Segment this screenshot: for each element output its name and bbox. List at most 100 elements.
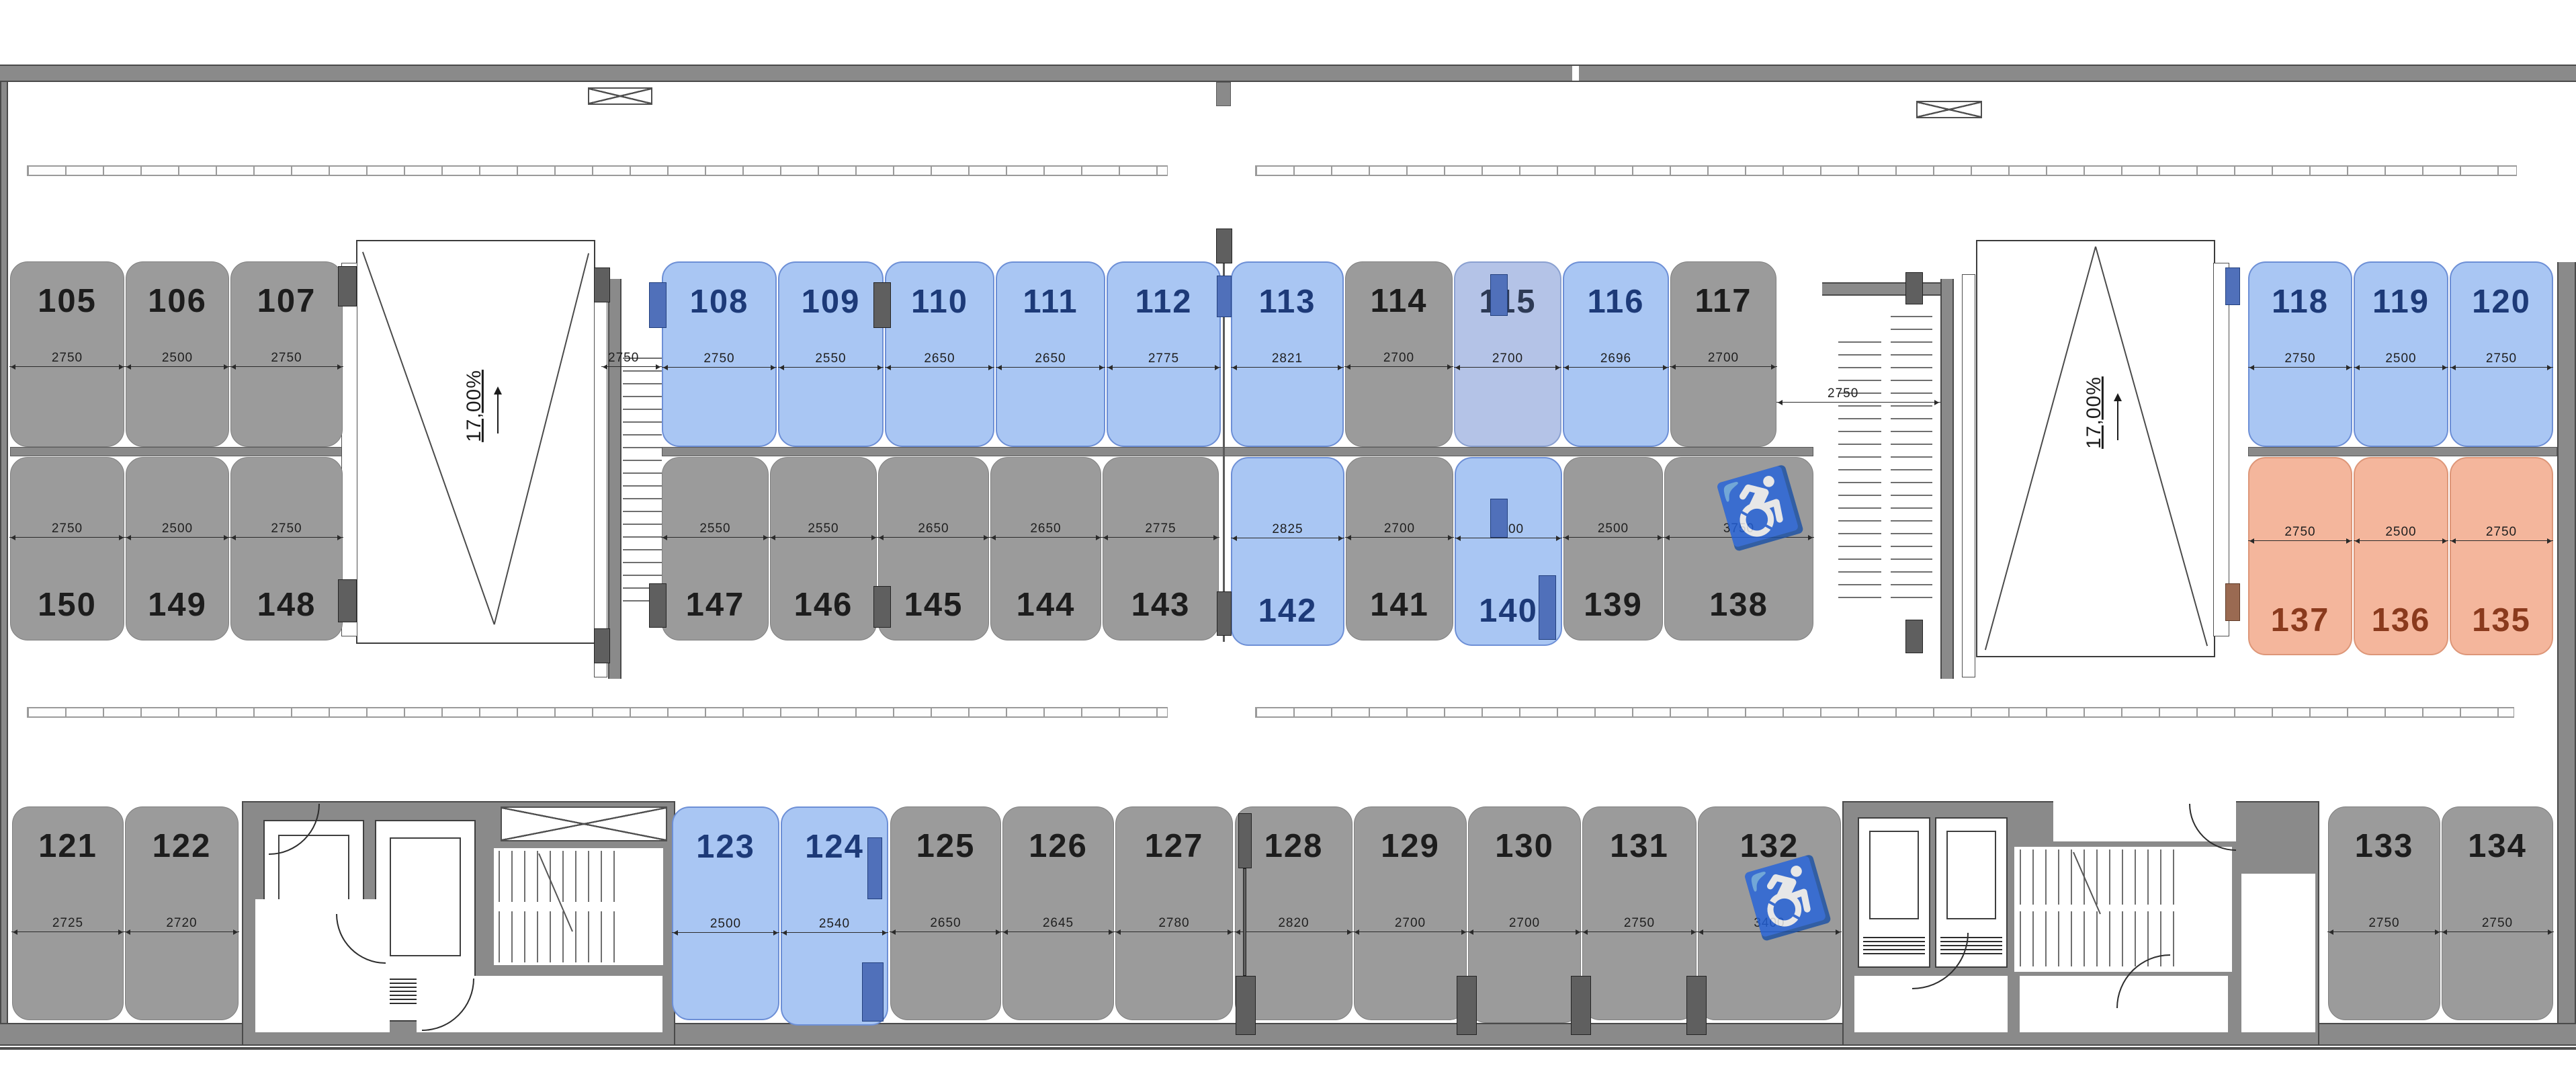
- guardrail-bottom-left: [27, 707, 1168, 718]
- dim-label: 2650: [918, 522, 949, 536]
- space-number: 137: [2270, 602, 2330, 638]
- dim-label: 2650: [930, 916, 961, 930]
- parking-space-122[interactable]: 122 2720: [124, 806, 239, 1020]
- parking-space-134[interactable]: 134 2750: [2441, 806, 2554, 1020]
- space-number: 122: [152, 828, 212, 864]
- dim-line: [672, 929, 779, 936]
- core-left-stairs-a: [499, 851, 619, 902]
- parking-space-137[interactable]: 137 2750: [2248, 457, 2352, 655]
- dim-line: [661, 534, 769, 540]
- dim-label: 2550: [808, 522, 839, 536]
- column: [1905, 620, 1923, 653]
- parking-space-143[interactable]: 143 2775: [1102, 457, 1219, 640]
- parking-space-136[interactable]: 136 2500: [2354, 457, 2448, 655]
- dim-label: 2696: [1600, 351, 1632, 366]
- parking-space-106[interactable]: 106 2500: [125, 261, 230, 447]
- parking-space-142[interactable]: 142 2825: [1231, 457, 1344, 646]
- parking-space-147[interactable]: 147 2550: [661, 457, 769, 640]
- parking-space-118[interactable]: 118 2750: [2248, 261, 2352, 447]
- parking-space-133[interactable]: 133 2750: [2327, 806, 2441, 1020]
- guardrail-top-right: [1255, 165, 2517, 176]
- column: [2225, 583, 2240, 621]
- dim-label: 2750: [703, 351, 735, 366]
- parking-space-107[interactable]: 107 2750: [230, 261, 343, 447]
- parking-space-150[interactable]: 150 2750: [9, 457, 125, 640]
- dim-label: 2500: [2385, 525, 2417, 539]
- dim-line: [1102, 534, 1219, 540]
- parking-space-139[interactable]: 139 2500: [1563, 457, 1664, 640]
- column: [338, 579, 357, 622]
- parking-space-131[interactable]: 131 2750: [1582, 806, 1697, 1020]
- space-number: 115: [1479, 284, 1537, 320]
- parking-space-141[interactable]: 141 2700: [1345, 457, 1454, 640]
- parking-space-111[interactable]: 111 2650: [996, 261, 1105, 447]
- parking-space-114[interactable]: 114 2700: [1344, 261, 1453, 447]
- space-number: 148: [257, 587, 316, 623]
- parking-space-130[interactable]: 130 2700: [1467, 806, 1582, 1023]
- core-right-stairs-b: [2020, 911, 2174, 966]
- dim-line: [9, 364, 125, 370]
- dim-label: 2780: [1158, 916, 1190, 930]
- guardrail-top-left: [27, 165, 1168, 176]
- space-number: 128: [1264, 828, 1324, 864]
- dim-line: [778, 364, 884, 370]
- parking-space-146[interactable]: 146 2550: [769, 457, 877, 640]
- column: [1490, 274, 1508, 316]
- dim-line: [1002, 929, 1115, 935]
- parking-space-117[interactable]: 117 2700: [1670, 261, 1777, 447]
- vent-hatch-box-left: [588, 87, 652, 105]
- space-number: 134: [2468, 828, 2527, 864]
- parking-space-144[interactable]: 144 2650: [990, 457, 1102, 640]
- parking-space-132[interactable]: 132 3400 ♿: [1697, 806, 1842, 1020]
- parking-space-116[interactable]: 116 2696: [1563, 261, 1669, 447]
- dim-line: [990, 534, 1102, 540]
- parking-space-119[interactable]: 119 2500: [2354, 261, 2448, 447]
- space-number: 138: [1709, 587, 1768, 623]
- column: [1217, 276, 1232, 317]
- parking-space-149[interactable]: 149 2500: [125, 457, 230, 640]
- column: [1243, 868, 1246, 976]
- dim-label: 2750: [2485, 351, 2518, 366]
- dim-line: [230, 364, 343, 370]
- parking-space-115[interactable]: 115 2700: [1454, 261, 1561, 447]
- dim-label: 2700: [1383, 522, 1416, 536]
- parking-space-120[interactable]: 120 2750: [2450, 261, 2553, 447]
- parking-space-148[interactable]: 148 2750: [230, 457, 343, 640]
- parking-space-129[interactable]: 129 2700: [1353, 806, 1467, 1020]
- parking-space-127[interactable]: 127 2780: [1115, 806, 1234, 1020]
- parking-space-110[interactable]: 110 2650: [885, 261, 994, 447]
- space-number: 126: [1029, 828, 1088, 864]
- space-number: 117: [1694, 283, 1752, 319]
- parking-space-109[interactable]: 109 2550: [778, 261, 884, 447]
- dim-line: [1107, 364, 1221, 370]
- space-number: 144: [1016, 587, 1076, 623]
- parking-space-145[interactable]: 145 2650: [877, 457, 990, 640]
- parking-space-112[interactable]: 112 2775: [1107, 261, 1221, 447]
- space-number: 118: [2271, 284, 2329, 320]
- dim-label: 2750: [2481, 916, 2514, 930]
- space-number: 145: [904, 587, 963, 623]
- parking-space-121[interactable]: 121 2725: [11, 806, 124, 1020]
- parking-space-113[interactable]: 113 2821: [1231, 261, 1344, 447]
- stair-dim-label-left: 2750: [608, 351, 640, 365]
- space-number: 131: [1610, 828, 1669, 864]
- stair-wall-right: [1940, 279, 1954, 679]
- space-number: 149: [148, 587, 207, 623]
- dim-line: [1670, 364, 1777, 370]
- parking-space-138[interactable]: 138 3750 ♿: [1664, 457, 1814, 640]
- dim-line: [2327, 929, 2441, 935]
- parking-space-123[interactable]: 123 2500: [672, 806, 779, 1020]
- dim-line: [1231, 364, 1344, 370]
- core-right-room-c: [2241, 874, 2315, 1032]
- parking-space-140[interactable]: 140 2700: [1455, 457, 1562, 646]
- row-divider-wall-center: [662, 447, 1813, 456]
- dim-label: 2650: [1030, 522, 1062, 536]
- parking-space-126[interactable]: 126 2645: [1002, 806, 1115, 1020]
- parking-space-125[interactable]: 125 2650: [890, 806, 1002, 1020]
- dim-label: 2750: [271, 351, 302, 365]
- parking-space-108[interactable]: 108 2750: [662, 261, 777, 447]
- parking-space-105[interactable]: 105 2750: [9, 261, 125, 447]
- core-left-stairs-b: [499, 911, 619, 962]
- parking-space-135[interactable]: 135 2750: [2450, 457, 2553, 655]
- dim-label: 2700: [1492, 351, 1524, 366]
